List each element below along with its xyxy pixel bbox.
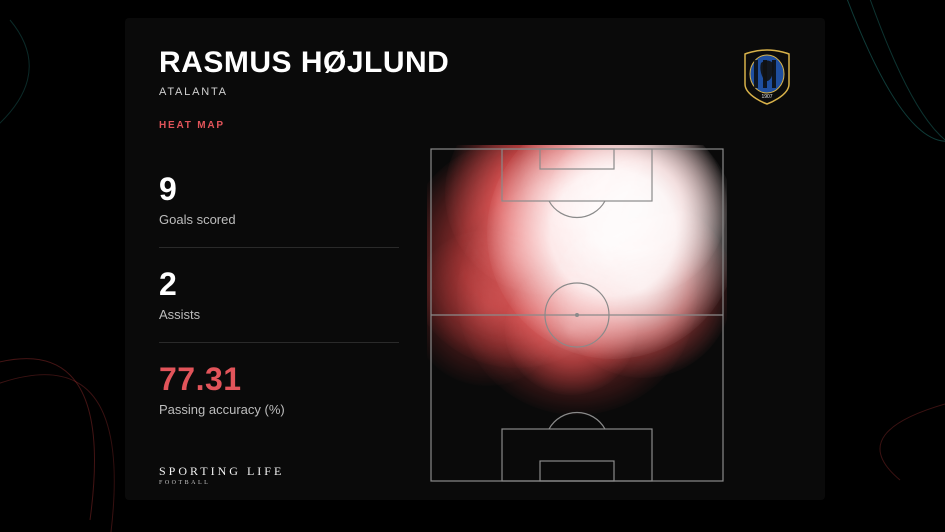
player-stat-card: RASMUS HØJLUND ATALANTA HEAT MAP 1907 9 G… bbox=[125, 18, 825, 500]
stat-label: Assists bbox=[159, 307, 399, 322]
player-name: RASMUS HØJLUND bbox=[159, 46, 449, 80]
stats-column: 9 Goals scored 2 Assists 77.31 Passing accura… bbox=[159, 145, 399, 485]
brand-main: SPORTING LIFE bbox=[159, 464, 284, 479]
title-block: RASMUS HØJLUND ATALANTA HEAT MAP bbox=[159, 46, 449, 131]
stat-block: 9 Goals scored bbox=[159, 153, 399, 248]
stat-value: 9 bbox=[159, 171, 399, 208]
brand-sub: FOOTBALL bbox=[159, 480, 284, 486]
stat-value: 77.31 bbox=[159, 361, 399, 398]
section-label: HEAT MAP bbox=[159, 120, 449, 131]
stat-label: Passing accuracy (%) bbox=[159, 402, 399, 417]
club-badge-icon: 1907 bbox=[743, 48, 791, 106]
stat-block: 77.31 Passing accuracy (%) bbox=[159, 343, 399, 437]
heatmap-pitch bbox=[427, 145, 727, 485]
card-header: RASMUS HØJLUND ATALANTA HEAT MAP 1907 bbox=[159, 46, 791, 131]
footer-brand: SPORTING LIFE FOOTBALL bbox=[159, 464, 284, 486]
stat-value: 2 bbox=[159, 266, 399, 303]
club-name: ATALANTA bbox=[159, 86, 449, 98]
stat-block: 2 Assists bbox=[159, 248, 399, 343]
svg-text:1907: 1907 bbox=[761, 94, 772, 100]
content-row: 9 Goals scored 2 Assists 77.31 Passing accura… bbox=[159, 145, 791, 485]
stat-label: Goals scored bbox=[159, 212, 399, 227]
pitch-lines bbox=[427, 145, 727, 485]
